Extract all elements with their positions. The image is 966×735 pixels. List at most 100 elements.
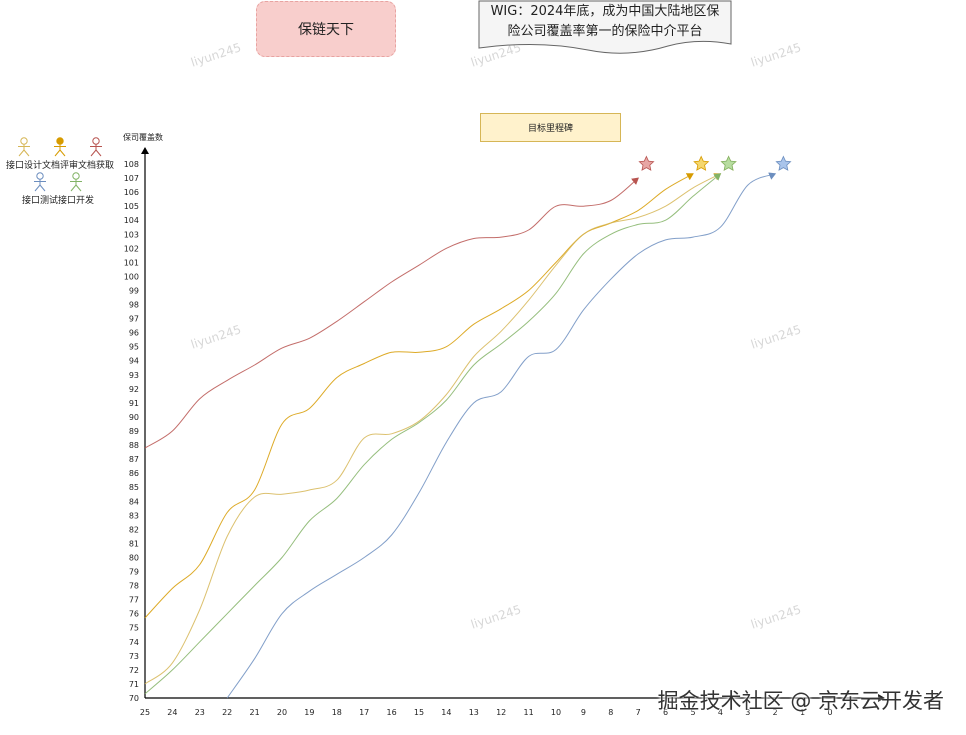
legend-item[interactable]: 接口测试 [20, 172, 60, 206]
milestone-star-icon [775, 155, 792, 171]
y-tick-label: 94 [129, 357, 139, 366]
series-line [144, 173, 694, 619]
legend-label: 文档评审 [41, 161, 78, 171]
x-tick-label: 3 [745, 708, 750, 717]
y-tick-label: 103 [124, 230, 139, 239]
x-tick-label: 24 [167, 708, 177, 717]
y-tick-label: 90 [129, 413, 139, 422]
y-tick-label: 82 [129, 525, 139, 534]
y-tick-label: 106 [124, 188, 139, 197]
series-line [144, 173, 722, 685]
actor-icon [18, 137, 30, 157]
x-tick-label: 25 [140, 708, 150, 717]
y-tick-label: 96 [129, 329, 139, 338]
wig-document-shape [478, 0, 732, 54]
title-text: 保链天下 [298, 22, 354, 38]
x-tick-label: 12 [496, 708, 506, 717]
wig-line1: WIG：2024年底，成为中国大陆地区保 [490, 4, 720, 19]
x-tick-label: 0 [827, 708, 832, 717]
series-line [144, 173, 722, 695]
y-tick-label: 102 [124, 244, 139, 253]
x-tick-label: 6 [663, 708, 668, 717]
legend-label: 接口测试 [21, 196, 58, 206]
y-tick-label: 105 [124, 202, 139, 211]
y-tick-label: 81 [129, 539, 139, 548]
y-tick-label: 92 [129, 385, 139, 394]
y-tick-label: 70 [129, 694, 139, 703]
x-tick-label: 21 [250, 708, 260, 717]
x-tick-label: 4 [718, 708, 723, 717]
x-tick-label: 16 [387, 708, 397, 717]
title-box[interactable]: 保链天下 [256, 1, 396, 57]
y-tick-label: 83 [129, 511, 139, 520]
x-tick-label: 5 [690, 708, 695, 717]
milestone-star-icon [720, 155, 737, 171]
y-tick-label: 79 [129, 568, 139, 577]
y-tick-label: 100 [124, 272, 139, 281]
y-tick-label: 78 [129, 582, 139, 591]
y-tick-label: 73 [129, 652, 139, 661]
milestone-star-icon [693, 155, 710, 171]
y-tick-label: 84 [129, 497, 139, 506]
footer-watermark: 掘金技术社区 @ 京东云开发者 [657, 689, 944, 713]
legend-item[interactable]: 接口设计 [4, 137, 44, 171]
y-tick-label: 74 [129, 638, 139, 647]
y-tick-label: 97 [129, 315, 139, 324]
y-tick-label: 98 [129, 301, 139, 310]
y-axis-title: 保司覆盖数 [123, 132, 163, 142]
x-tick-label: 22 [222, 708, 232, 717]
x-tick-label: 11 [524, 708, 534, 717]
y-tick-label: 99 [129, 286, 139, 295]
x-tick-label: 17 [359, 708, 369, 717]
x-tick-label: 20 [277, 708, 287, 717]
y-tick-label: 95 [129, 343, 139, 352]
x-tick-label: 9 [581, 708, 586, 717]
y-tick-label: 108 [124, 160, 139, 169]
actor-icon [54, 137, 66, 157]
y-tick-label: 80 [129, 553, 139, 562]
series-line [144, 177, 639, 449]
wig-line2: 险公司覆盖率第一的保险中介平台 [507, 24, 703, 39]
x-tick-label: 19 [304, 708, 314, 717]
wig-document-box[interactable]: WIG：2024年底，成为中国大陆地区保 险公司覆盖率第一的保险中介平台 [478, 0, 732, 54]
y-tick-label: 91 [129, 399, 139, 408]
legend-label: 接口开发 [57, 196, 94, 206]
milestone-star-icon [638, 155, 655, 171]
actor-icon [34, 172, 46, 192]
x-tick-label: 10 [551, 708, 561, 717]
y-tick-label: 88 [129, 441, 139, 450]
y-tick-label: 85 [129, 483, 139, 492]
y-tick-label: 72 [129, 666, 139, 675]
legend-label: 文档获取 [77, 161, 114, 171]
x-tick-label: 14 [441, 708, 451, 717]
legend-item[interactable]: 文档评审 [40, 137, 80, 171]
y-tick-label: 71 [129, 680, 139, 689]
milestone-box[interactable]: 目标里程碑 [480, 113, 621, 142]
x-tick-label: 15 [414, 708, 424, 717]
x-tick-label: 13 [469, 708, 479, 717]
y-tick-label: 86 [129, 469, 139, 478]
y-tick-label: 75 [129, 624, 139, 633]
y-tick-label: 101 [124, 258, 139, 267]
x-tick-label: 2 [773, 708, 778, 717]
y-tick-label: 77 [129, 596, 139, 605]
milestone-label: 目标里程碑 [527, 124, 573, 134]
x-tick-label: 23 [195, 708, 205, 717]
y-tick-label: 107 [124, 174, 139, 183]
x-tick-label: 18 [332, 708, 342, 717]
actor-icon [70, 172, 82, 192]
legend-label: 接口设计 [5, 161, 42, 171]
y-tick-label: 76 [129, 610, 139, 619]
legend-item[interactable]: 文档获取 [76, 137, 116, 171]
y-tick-label: 104 [124, 216, 139, 225]
y-tick-label: 93 [129, 371, 139, 380]
x-tick-label: 1 [800, 708, 805, 717]
x-tick-label: 8 [608, 708, 613, 717]
series-line [226, 172, 777, 699]
y-tick-label: 87 [129, 455, 139, 464]
legend-item[interactable]: 接口开发 [56, 172, 96, 206]
x-tick-label: 7 [636, 708, 641, 717]
actor-icon [90, 137, 102, 157]
